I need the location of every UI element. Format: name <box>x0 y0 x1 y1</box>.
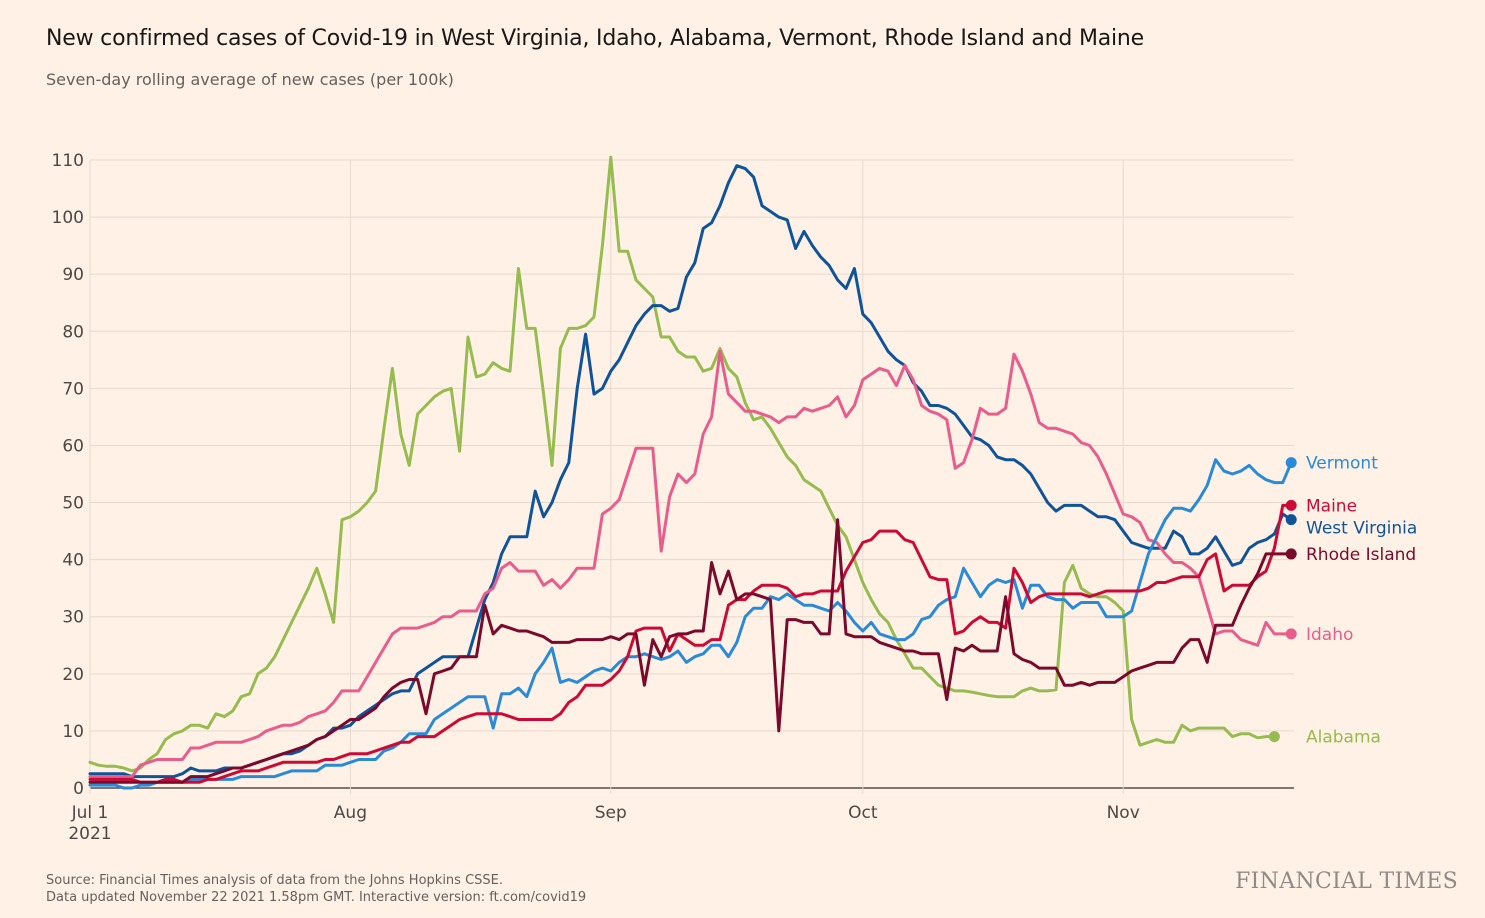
source-note: Source: Financial Times analysis of data… <box>46 872 586 906</box>
y-tick-label: 30 <box>62 608 84 628</box>
y-tick-label: 0 <box>73 779 84 799</box>
series-lines <box>88 155 1293 790</box>
y-gridlines <box>90 159 1294 789</box>
series-label-vermont: Vermont <box>1306 454 1378 474</box>
y-tick-label: 50 <box>62 494 84 514</box>
y-tick-label: 90 <box>62 265 84 285</box>
x-tick-label: Oct <box>848 803 878 823</box>
chart-subtitle: Seven-day rolling average of new cases (… <box>46 70 454 89</box>
series-line-west-virginia <box>88 164 1293 779</box>
source-line-2: Data updated November 22 2021 1.58pm GMT… <box>46 890 587 905</box>
x-tick-sublabel: 2021 <box>68 824 111 844</box>
series-label-maine: Maine <box>1306 496 1357 516</box>
series-label-rhode-island: Rhode Island <box>1306 545 1416 565</box>
series-line-idaho <box>88 349 1293 779</box>
y-tick-label: 10 <box>62 722 84 742</box>
y-axis-ticks: 0 10 20 30 40 50 60 70 80 90 100 110 <box>52 151 84 799</box>
end-dot-alabama <box>1268 731 1280 743</box>
end-dot-maine <box>1285 499 1297 511</box>
x-tick-label: Nov <box>1107 803 1140 823</box>
series-line-alabama <box>88 155 1276 773</box>
y-tick-label: 80 <box>62 322 84 342</box>
series-label-west-virginia: West Virginia <box>1306 518 1417 538</box>
series-line-vermont <box>88 458 1293 790</box>
y-tick-label: 100 <box>52 208 84 228</box>
y-tick-label: 110 <box>52 151 84 171</box>
series-line-rhode-island <box>88 518 1293 784</box>
end-dot-vermont <box>1285 457 1297 469</box>
x-gridlines <box>89 160 1124 794</box>
chart-title: New confirmed cases of Covid-19 in West … <box>46 26 1145 51</box>
ft-logo: FINANCIAL TIMES <box>1235 869 1458 894</box>
end-dot-west-virginia <box>1285 514 1297 526</box>
end-dot-idaho <box>1285 628 1297 640</box>
series-label-alabama: Alabama <box>1306 728 1381 748</box>
x-tick-label: Sep <box>595 803 627 823</box>
y-tick-label: 20 <box>62 665 84 685</box>
x-tick-label: Jul 1 <box>71 803 109 823</box>
series-label-idaho: Idaho <box>1306 625 1353 645</box>
y-tick-label: 70 <box>62 379 84 399</box>
x-tick-label: Aug <box>334 803 367 823</box>
series-line-maine <box>88 503 1293 784</box>
source-line-1: Source: Financial Times analysis of data… <box>46 873 503 888</box>
y-tick-label: 60 <box>62 436 84 456</box>
end-dot-rhode-island <box>1285 548 1297 560</box>
y-tick-label: 40 <box>62 551 84 571</box>
